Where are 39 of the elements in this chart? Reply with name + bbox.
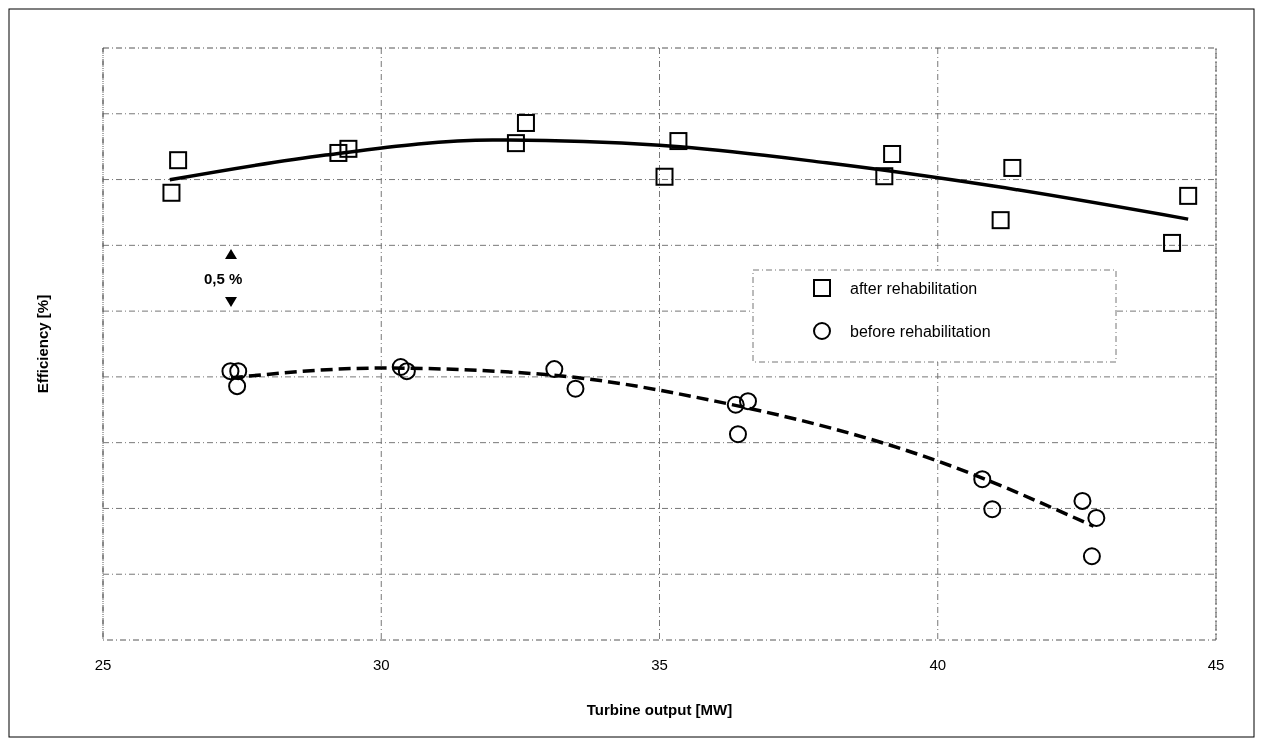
x-axis-title: Turbine output [MW] [586,701,733,718]
point [162,183,181,202]
point [391,358,410,377]
point [991,211,1010,230]
legend-label: before rehabilitation [850,323,991,340]
point [1073,491,1092,510]
point [506,134,525,153]
point [655,167,674,186]
point [566,379,585,398]
point [875,167,894,186]
point [883,144,902,163]
legend-label: after rehabilitation [850,280,978,297]
point [339,139,358,158]
annotation: 0,5 % [204,270,243,287]
point [973,470,992,489]
point [229,362,248,381]
point [169,151,188,170]
point [1087,508,1106,527]
point [738,392,757,411]
point [221,362,240,381]
point [1163,233,1182,252]
point [329,143,348,162]
point [1003,158,1022,177]
y-axis-title: Efficiency [%] [34,294,51,394]
point [1082,547,1101,566]
point [1179,186,1198,205]
point [669,132,688,151]
point [397,362,416,381]
x-tick-label: 40 [929,656,947,673]
point [228,377,247,396]
point [728,425,747,444]
x-tick-label: 25 [94,656,112,673]
x-tick-label: 35 [651,656,668,673]
x-tick-label: 30 [372,656,390,673]
point [983,500,1002,519]
point [516,113,535,132]
point [545,360,564,379]
x-tick-label: 45 [1207,656,1225,673]
point [726,395,745,414]
